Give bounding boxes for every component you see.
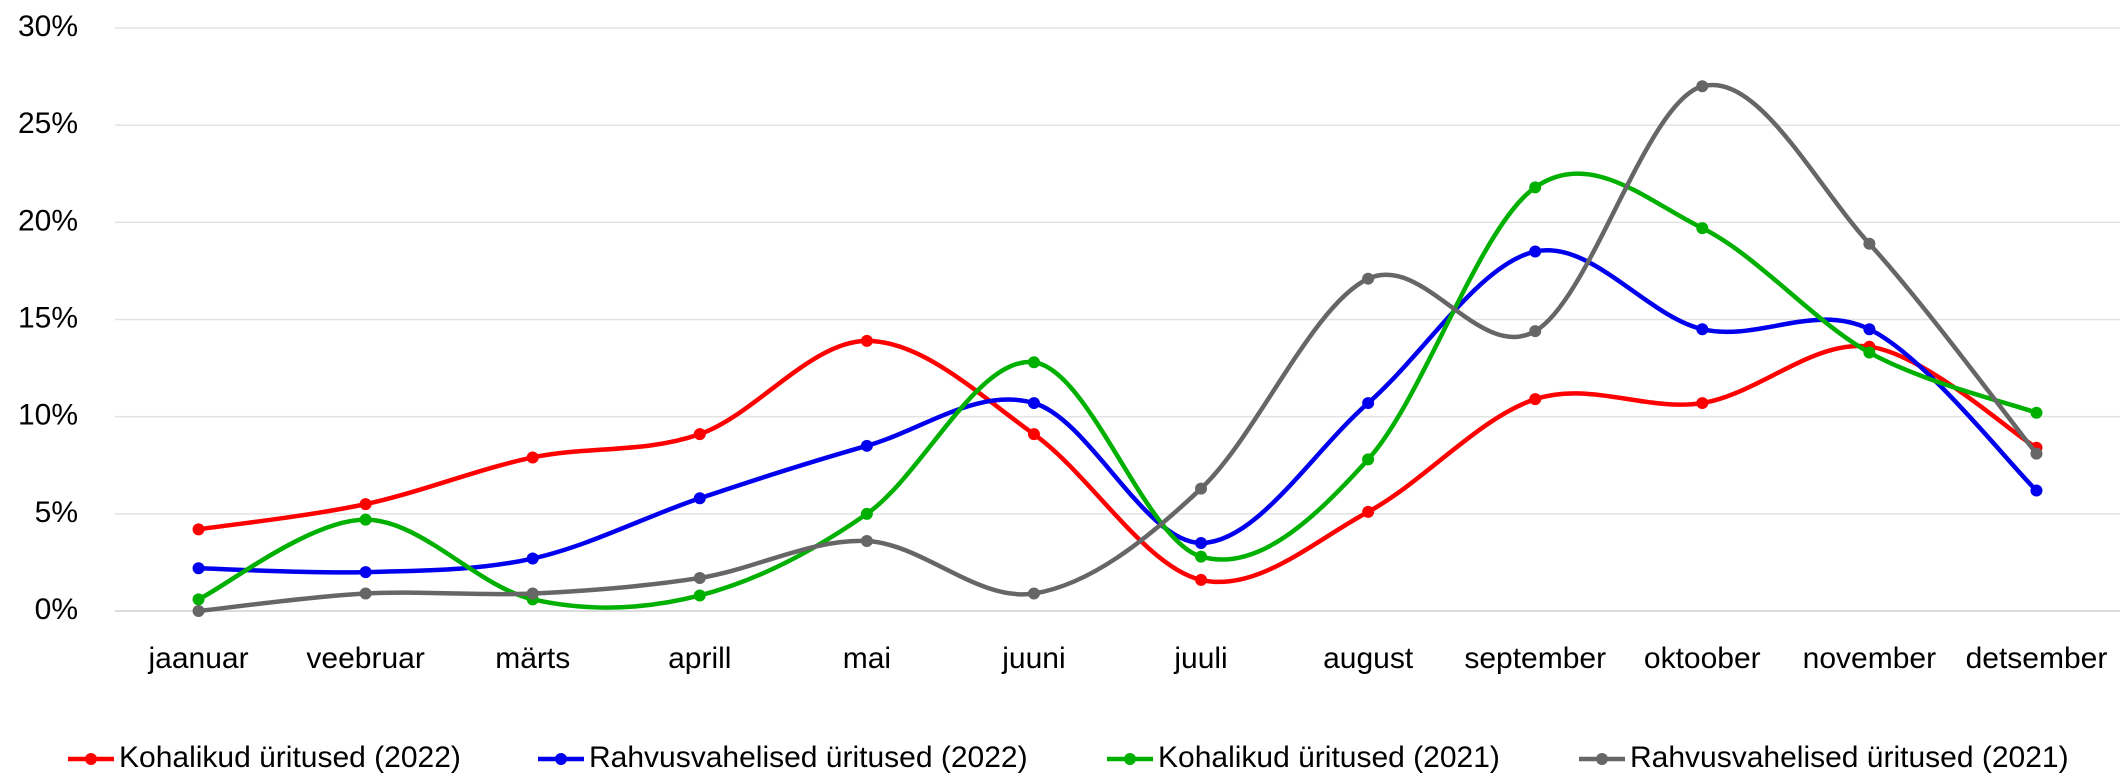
y-tick-label: 30% bbox=[18, 10, 78, 43]
x-tick-label: september bbox=[1464, 642, 1606, 675]
data-point bbox=[1863, 323, 1876, 336]
data-point bbox=[2030, 406, 2043, 419]
series-line bbox=[197, 171, 2038, 610]
x-tick-label: detsember bbox=[1966, 642, 2108, 675]
data-point bbox=[1195, 536, 1208, 549]
data-point bbox=[1863, 237, 1876, 250]
data-point bbox=[1195, 482, 1208, 495]
data-point bbox=[1863, 346, 1876, 359]
data-point bbox=[526, 552, 539, 565]
data-point bbox=[1696, 397, 1709, 410]
data-point bbox=[1529, 325, 1542, 338]
data-point bbox=[2030, 447, 2043, 460]
data-point bbox=[860, 334, 873, 347]
data-point bbox=[1027, 428, 1040, 441]
data-point bbox=[860, 507, 873, 520]
data-point bbox=[192, 523, 205, 536]
data-point bbox=[1362, 505, 1375, 518]
legend-marker bbox=[1124, 753, 1136, 765]
legend-label: Rahvusvahelised üritused (2021) bbox=[1630, 741, 2069, 774]
data-point bbox=[1696, 323, 1709, 336]
data-point bbox=[1027, 397, 1040, 410]
data-point bbox=[1529, 181, 1542, 194]
data-point bbox=[192, 593, 205, 606]
legend-marker bbox=[85, 753, 97, 765]
data-point bbox=[359, 498, 372, 511]
data-point bbox=[1195, 573, 1208, 586]
data-point bbox=[860, 535, 873, 548]
data-point bbox=[1195, 550, 1208, 563]
data-point bbox=[1696, 222, 1709, 235]
x-tick-label: veebruar bbox=[306, 642, 424, 675]
data-point bbox=[359, 513, 372, 526]
x-tick-label: august bbox=[1323, 642, 1414, 675]
data-point bbox=[359, 566, 372, 579]
data-point bbox=[1696, 80, 1709, 93]
x-tick-label: märts bbox=[495, 642, 570, 675]
y-tick-label: 10% bbox=[18, 399, 78, 432]
data-point bbox=[1529, 393, 1542, 406]
data-point bbox=[1027, 356, 1040, 369]
data-point bbox=[1362, 453, 1375, 466]
series-line bbox=[198, 247, 2039, 575]
data-point bbox=[1362, 397, 1375, 410]
data-point bbox=[192, 605, 205, 617]
y-tick-label: 25% bbox=[18, 107, 78, 140]
legend-label: Kohalikud üritused (2022) bbox=[119, 741, 461, 774]
legend-label: Kohalikud üritused (2021) bbox=[1158, 741, 1500, 774]
series-line bbox=[198, 338, 2038, 585]
data-point bbox=[192, 562, 205, 575]
data-point bbox=[359, 587, 372, 600]
legend-label: Rahvusvahelised üritused (2022) bbox=[589, 741, 1028, 774]
x-tick-label: jaanuar bbox=[148, 642, 249, 675]
x-tick-label: november bbox=[1803, 642, 1936, 675]
data-point bbox=[693, 589, 706, 602]
data-point bbox=[693, 492, 706, 505]
y-tick-label: 20% bbox=[18, 204, 78, 237]
data-point bbox=[526, 587, 539, 600]
x-tick-label: juuni bbox=[1001, 642, 1065, 675]
x-tick-label: mai bbox=[843, 642, 891, 675]
data-point bbox=[1362, 272, 1375, 285]
data-point bbox=[526, 451, 539, 464]
x-tick-label: oktoober bbox=[1644, 642, 1761, 675]
y-tick-label: 15% bbox=[18, 301, 78, 334]
data-point bbox=[860, 439, 873, 452]
legend-marker bbox=[1596, 753, 1608, 765]
y-tick-label: 5% bbox=[35, 496, 78, 529]
data-point bbox=[1027, 587, 1040, 600]
data-point bbox=[2030, 484, 2043, 497]
y-tick-label: 0% bbox=[35, 593, 78, 626]
x-tick-label: aprill bbox=[668, 642, 731, 675]
x-tick-label: juuli bbox=[1173, 642, 1227, 675]
data-point bbox=[693, 571, 706, 584]
data-point bbox=[1529, 245, 1542, 258]
legend-marker bbox=[555, 753, 567, 765]
series-line bbox=[198, 82, 2039, 614]
data-point bbox=[693, 428, 706, 441]
